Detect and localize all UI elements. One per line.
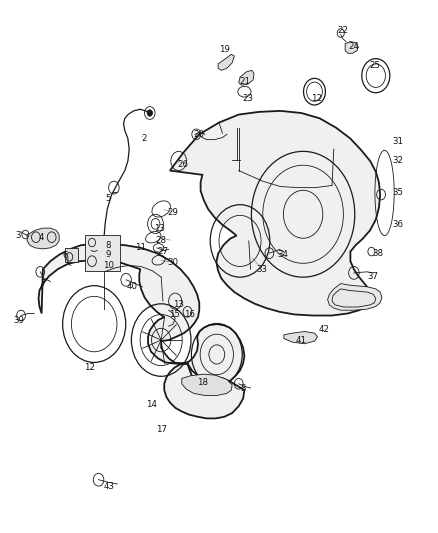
Text: 23: 23 xyxy=(242,94,253,103)
Text: 18: 18 xyxy=(197,378,208,387)
Text: 36: 36 xyxy=(392,221,403,229)
Text: 12: 12 xyxy=(84,364,95,372)
Text: 13: 13 xyxy=(154,224,166,232)
Polygon shape xyxy=(27,228,59,249)
Polygon shape xyxy=(239,70,254,85)
Text: 22: 22 xyxy=(337,27,348,35)
Text: 14: 14 xyxy=(145,400,157,408)
Polygon shape xyxy=(39,244,244,418)
Text: 42: 42 xyxy=(318,325,330,334)
Text: 41: 41 xyxy=(296,336,307,344)
Text: 5: 5 xyxy=(106,194,111,203)
Text: 2: 2 xyxy=(142,134,147,143)
Text: 3: 3 xyxy=(16,231,21,240)
Text: 19: 19 xyxy=(219,45,230,53)
Text: 4: 4 xyxy=(39,233,44,241)
Text: 40: 40 xyxy=(127,282,138,291)
Text: 38: 38 xyxy=(372,249,383,257)
Text: 32: 32 xyxy=(392,157,403,165)
Polygon shape xyxy=(284,332,318,344)
Text: 12: 12 xyxy=(311,94,322,103)
Text: 26: 26 xyxy=(177,160,189,168)
Text: 10: 10 xyxy=(103,261,114,270)
Text: 39: 39 xyxy=(13,317,24,325)
Text: 27: 27 xyxy=(157,247,169,256)
Polygon shape xyxy=(218,54,234,70)
Text: 17: 17 xyxy=(155,425,167,433)
Polygon shape xyxy=(345,42,358,53)
Text: 11: 11 xyxy=(134,244,146,252)
Text: 34: 34 xyxy=(277,251,288,259)
Text: 33: 33 xyxy=(256,265,268,273)
Text: 37: 37 xyxy=(367,272,379,280)
Text: 28: 28 xyxy=(155,237,167,245)
Text: 6: 6 xyxy=(62,252,67,260)
Text: 8: 8 xyxy=(106,241,111,249)
Text: 20: 20 xyxy=(194,130,205,139)
Text: 29: 29 xyxy=(168,208,178,216)
Polygon shape xyxy=(65,248,78,262)
Text: 16: 16 xyxy=(184,310,195,319)
Text: 24: 24 xyxy=(348,43,360,51)
Text: 31: 31 xyxy=(392,137,403,146)
Polygon shape xyxy=(85,235,120,271)
Polygon shape xyxy=(170,111,380,316)
Text: 9: 9 xyxy=(106,251,111,259)
Text: 25: 25 xyxy=(369,61,380,69)
Text: 21: 21 xyxy=(239,77,250,85)
Text: 43: 43 xyxy=(103,482,114,490)
Text: 35: 35 xyxy=(392,189,403,197)
Text: 15: 15 xyxy=(169,310,180,319)
Text: 7: 7 xyxy=(40,279,46,288)
Text: 3: 3 xyxy=(240,384,246,392)
Text: 13: 13 xyxy=(173,301,184,309)
Polygon shape xyxy=(182,374,232,395)
Polygon shape xyxy=(328,284,382,310)
Circle shape xyxy=(147,110,152,116)
Text: 30: 30 xyxy=(167,258,179,266)
